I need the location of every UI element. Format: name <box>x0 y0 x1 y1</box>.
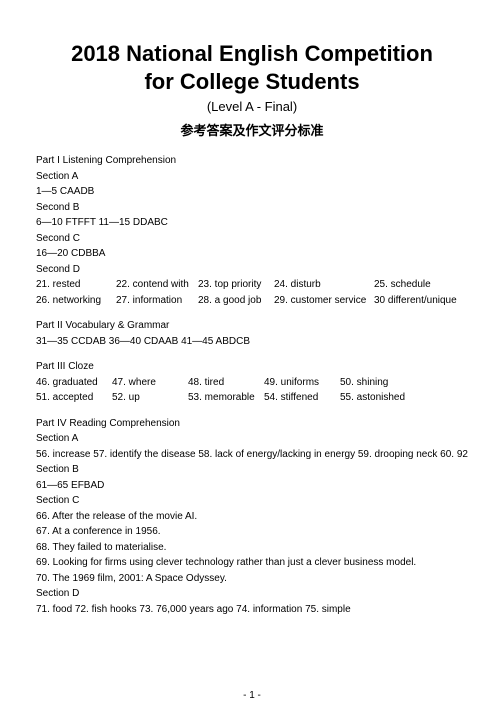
ans-28: 28. a good job <box>198 293 274 309</box>
p4-section-c-label: Section C <box>36 493 468 509</box>
ans-24: 24. disturb <box>274 277 374 293</box>
p4-section-a-label: Section A <box>36 431 468 447</box>
ans-51: 51. accepted <box>36 390 112 406</box>
ans-27: 27. information <box>116 293 198 309</box>
ans-70: 70. The 1969 film, 2001: A Space Odyssey… <box>36 571 468 587</box>
ans-67: 67. At a conference in 1956. <box>36 524 468 540</box>
part3-heading: Part III Cloze <box>36 359 468 375</box>
p4-section-d-answers: 71. food 72. fish hooks 73. 76,000 years… <box>36 602 468 618</box>
ans-25: 25. schedule <box>374 277 468 293</box>
ans-53: 53. memorable <box>188 390 264 406</box>
ans-55: 55. astonished <box>340 390 416 406</box>
part-3: Part III Cloze 46. graduated 47. where 4… <box>36 359 468 406</box>
ans-69: 69. Looking for firms using clever techn… <box>36 555 468 571</box>
section-c-answers: 16—20 CDBBA <box>36 246 468 262</box>
ans-54: 54. stiffened <box>264 390 340 406</box>
part2-answers: 31—35 CCDAB 36—40 CDAAB 41—45 ABDCB <box>36 334 468 350</box>
cloze-row1: 46. graduated 47. where 48. tired 49. un… <box>36 375 468 391</box>
part-1: Part I Listening Comprehension Section A… <box>36 153 468 308</box>
ans-68: 68. They failed to materialise. <box>36 540 468 556</box>
title-line-1: 2018 National English Competition <box>71 41 433 66</box>
subtitle: (Level A - Final) <box>36 99 468 114</box>
ans-26: 26. networking <box>36 293 116 309</box>
p4-section-b-label: Section B <box>36 462 468 478</box>
section-b-label: Second B <box>36 200 468 216</box>
section-b-answers: 6—10 FTFFT 11—15 DDABC <box>36 215 468 231</box>
ans-52: 52. up <box>112 390 188 406</box>
ans-23: 23. top priority <box>198 277 274 293</box>
section-a-label: Section A <box>36 169 468 185</box>
ans-66: 66. After the release of the movie AI. <box>36 509 468 525</box>
main-title: 2018 National English Competition for Co… <box>36 40 468 95</box>
chinese-title: 参考答案及作文评分标准 <box>36 120 468 139</box>
ans-21: 21. rested <box>36 277 116 293</box>
ans-47: 47. where <box>112 375 188 391</box>
part-2: Part II Vocabulary & Grammar 31—35 CCDAB… <box>36 318 468 349</box>
ans-22: 22. contend with <box>116 277 198 293</box>
page-number: - 1 - <box>0 690 504 701</box>
cloze-row2: 51. accepted 52. up 53. memorable 54. st… <box>36 390 468 406</box>
section-a-answers: 1—5 CAADB <box>36 184 468 200</box>
title-line-2: for College Students <box>144 69 359 94</box>
ans-50: 50. shining <box>340 375 416 391</box>
ans-30: 30 different/unique <box>374 293 468 309</box>
section-d-row2: 26. networking 27. information 28. a goo… <box>36 293 468 309</box>
section-c-label: Second C <box>36 231 468 247</box>
p4-section-d-label: Section D <box>36 586 468 602</box>
part2-heading: Part II Vocabulary & Grammar <box>36 318 468 334</box>
ans-48: 48. tired <box>188 375 264 391</box>
part1-heading: Part I Listening Comprehension <box>36 153 468 169</box>
part4-heading: Part IV Reading Comprehension <box>36 416 468 432</box>
ans-49: 49. uniforms <box>264 375 340 391</box>
section-d-label: Second D <box>36 262 468 278</box>
p4-section-a-answers: 56. increase 57. identify the disease 58… <box>36 447 468 463</box>
ans-29: 29. customer service <box>274 293 374 309</box>
part-4: Part IV Reading Comprehension Section A … <box>36 416 468 618</box>
ans-46: 46. graduated <box>36 375 112 391</box>
section-d-row1: 21. rested 22. contend with 23. top prio… <box>36 277 468 293</box>
p4-section-b-answers: 61—65 EFBAD <box>36 478 468 494</box>
